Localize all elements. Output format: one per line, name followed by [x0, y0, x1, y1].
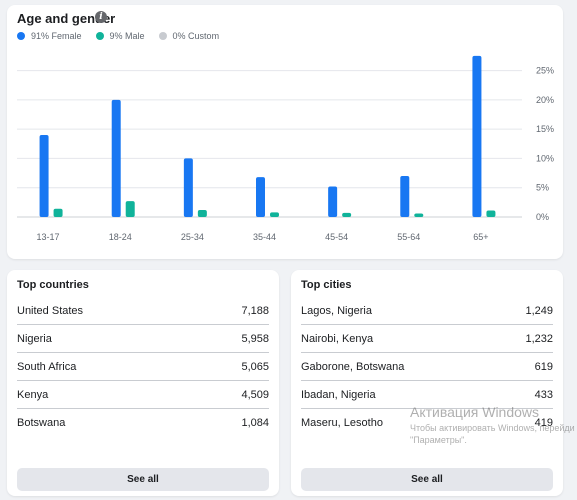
- male-bar-35-44: [270, 212, 279, 217]
- country-name: Botswana: [17, 417, 66, 429]
- city-name: Maseru, Lesotho: [301, 417, 383, 429]
- country-name: United States: [17, 304, 84, 317]
- legend-female-label: 91% Female: [31, 31, 82, 41]
- female-bar-45-54: [328, 186, 338, 217]
- legend-male: 9% Male: [95, 31, 145, 41]
- list-item: Botswana 1,084: [17, 409, 269, 437]
- age-gender-card: Age and gender i 91% Female 9% Male 0% C…: [7, 5, 563, 259]
- top-cities-card: Top cities Lagos, Nigeria 1,249 Nairobi, …: [291, 270, 563, 496]
- list-item: United States 7,188: [17, 297, 269, 325]
- age-gender-title: Age and gender: [17, 11, 116, 26]
- list-item: Ibadan, Nigeria 433: [301, 381, 553, 409]
- city-value: 619: [534, 360, 553, 373]
- x-category-label: 45-54: [325, 232, 348, 242]
- list-item: Kenya 4,509: [17, 381, 269, 409]
- x-category-label: 55-64: [397, 232, 420, 242]
- country-value: 1,084: [241, 417, 269, 429]
- cities-list: Lagos, Nigeria 1,249 Nairobi, Kenya 1,232 …: [301, 297, 553, 437]
- info-icon[interactable]: i: [95, 11, 107, 23]
- x-category-label: 13-17: [37, 232, 60, 242]
- female-bar-13-17: [39, 135, 49, 217]
- countries-list: United States 7,188 Nigeria 5,958 South Af…: [17, 297, 269, 437]
- top-countries-card: Top countries United States 7,188 Nigeria…: [7, 270, 279, 496]
- top-cities-title: Top cities: [301, 279, 352, 291]
- city-value: 433: [534, 388, 553, 401]
- female-bar-65+: [472, 55, 482, 217]
- male-bar-25-34: [197, 209, 207, 217]
- country-name: Kenya: [17, 388, 49, 401]
- list-item: Lagos, Nigeria 1,249: [301, 297, 553, 325]
- legend-male-label: 9% Male: [109, 31, 145, 41]
- list-item: Nairobi, Kenya 1,232: [301, 325, 553, 353]
- list-item: South Africa 5,065: [17, 353, 269, 381]
- country-value: 7,188: [241, 304, 269, 317]
- female-bar-18-24: [111, 99, 121, 217]
- x-category-label: 65+: [473, 232, 488, 242]
- city-value: 1,249: [525, 304, 553, 317]
- y-tick-label: 0%: [536, 212, 549, 222]
- female-bar-25-34: [183, 158, 193, 217]
- y-tick-label: 5%: [536, 183, 549, 193]
- male-bar-13-17: [53, 208, 63, 217]
- x-category-label: 25-34: [181, 232, 204, 242]
- y-tick-label: 25%: [536, 66, 554, 76]
- list-item: Nigeria 5,958: [17, 325, 269, 353]
- country-value: 4,509: [241, 388, 269, 401]
- male-bar-18-24: [125, 201, 135, 217]
- y-tick-label: 15%: [536, 124, 554, 134]
- y-tick-label: 20%: [536, 95, 554, 105]
- legend-custom-label: 0% Custom: [172, 31, 220, 41]
- x-category-label: 18-24: [109, 232, 132, 242]
- legend-male-dot: [95, 32, 104, 40]
- countries-see-all-button[interactable]: See all: [17, 468, 269, 491]
- city-name: Lagos, Nigeria: [301, 304, 372, 317]
- country-value: 5,065: [241, 360, 269, 373]
- age-gender-bar-chart: 0% 5% 10% 15% 20% 25% 13-17 18-24 25-34 35-44 45-5…: [17, 55, 554, 242]
- legend-custom-dot: [158, 32, 167, 40]
- male-bar-55-64: [414, 213, 424, 217]
- x-category-label: 35-44: [253, 232, 276, 242]
- city-name: Ibadan, Nigeria: [301, 388, 376, 401]
- legend-female-dot: [17, 32, 25, 40]
- country-name: Nigeria: [17, 332, 52, 345]
- y-tick-label: 10%: [536, 153, 554, 163]
- country-name: South Africa: [17, 360, 77, 373]
- city-name: Gaborone, Botswana: [301, 360, 405, 373]
- male-bar-65+: [486, 210, 496, 217]
- list-item: Maseru, Lesotho 419: [301, 409, 553, 437]
- cities-see-all-button[interactable]: See all: [301, 468, 553, 491]
- city-name: Nairobi, Kenya: [301, 332, 374, 345]
- city-value: 1,232: [525, 332, 553, 345]
- chart-legend: 91% Female 9% Male 0% Custom: [17, 31, 219, 41]
- city-value: 419: [534, 417, 553, 429]
- top-countries-title: Top countries: [17, 279, 89, 291]
- male-bar-45-54: [342, 212, 352, 217]
- list-item: Gaborone, Botswana 619: [301, 353, 553, 381]
- country-value: 5,958: [241, 332, 269, 345]
- legend-female: 91% Female: [17, 31, 82, 41]
- legend-custom: 0% Custom: [158, 31, 220, 41]
- female-bar-35-44: [256, 177, 265, 217]
- female-bar-55-64: [400, 176, 410, 217]
